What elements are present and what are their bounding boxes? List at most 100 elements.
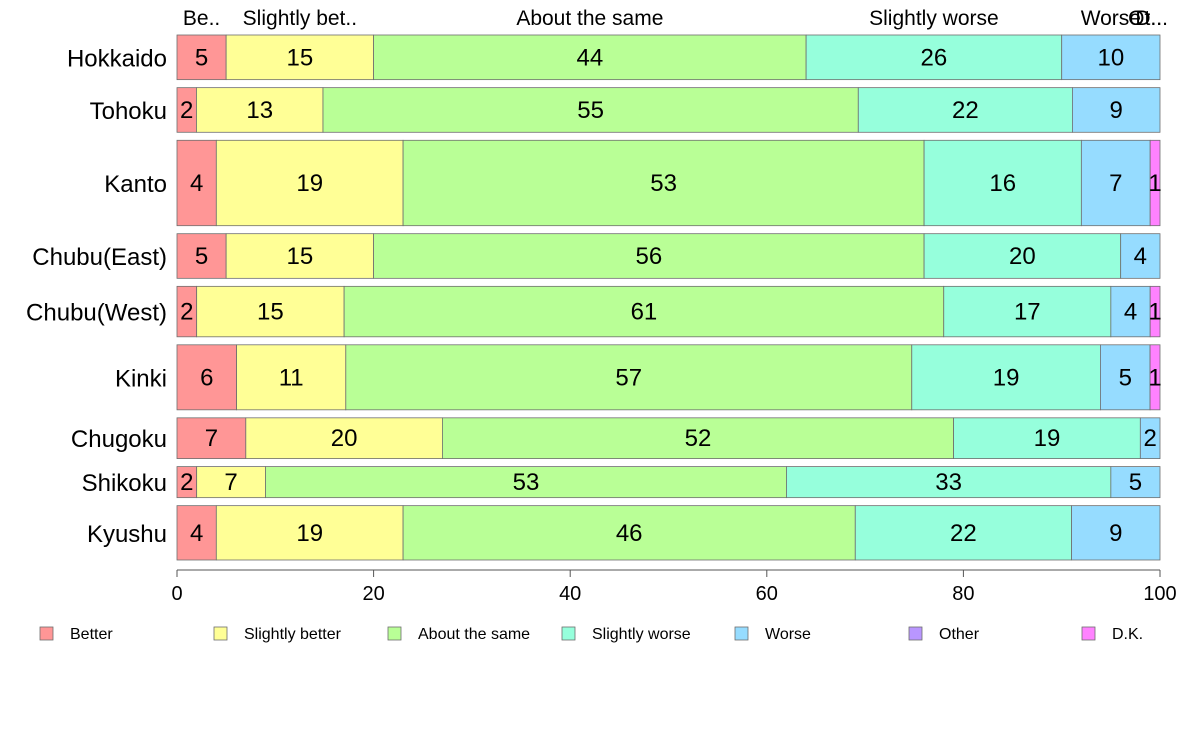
bar-segment	[857, 87, 1073, 133]
data-label: 4	[1124, 299, 1137, 326]
bar-segment	[176, 34, 227, 81]
bar-segment	[923, 139, 1082, 227]
y-tick-label: Tohoku	[90, 98, 167, 125]
data-label: 19	[1034, 425, 1061, 452]
data-label: 44	[577, 44, 604, 71]
data-label: 5	[195, 243, 208, 270]
data-label: 46	[616, 520, 643, 547]
legend-label: About the same	[418, 626, 530, 643]
data-label: 6	[200, 364, 213, 391]
bar-segment	[176, 233, 227, 279]
data-label: 52	[685, 425, 712, 452]
y-tick-label: Shikoku	[82, 470, 167, 497]
legend-swatch	[908, 626, 923, 641]
top-category-label: Slightly worse	[869, 7, 999, 30]
data-label: 15	[257, 299, 284, 326]
bar-segment	[786, 466, 1112, 499]
legend-swatch	[387, 626, 402, 641]
data-label: 26	[921, 44, 948, 71]
data-label: 16	[989, 170, 1016, 197]
bar-segment	[343, 285, 945, 338]
data-label: 33	[935, 469, 962, 496]
bar-segment	[176, 344, 237, 411]
data-label: 4	[1134, 243, 1147, 270]
bar-segment	[1061, 34, 1161, 81]
bar-segment	[1120, 233, 1161, 279]
top-category-label: Ot..	[1128, 7, 1162, 30]
data-label: 57	[615, 364, 642, 391]
bar-segment	[322, 87, 859, 133]
data-label: 2	[180, 299, 193, 326]
data-label: 4	[190, 170, 203, 197]
legend-label: Worse	[765, 626, 811, 643]
bar-segment	[176, 139, 217, 227]
bar-segment	[1149, 285, 1161, 338]
data-label: 4	[190, 520, 203, 547]
bar-segment	[911, 344, 1101, 411]
bar-segment	[265, 466, 787, 499]
top-category-label: D...	[1135, 7, 1168, 30]
bar-segment	[805, 34, 1063, 81]
bar-segment	[1071, 505, 1161, 561]
data-label: 11	[279, 364, 304, 391]
bar-segment	[215, 139, 404, 227]
bar-segment	[225, 233, 374, 279]
data-label: 56	[635, 243, 662, 270]
data-label: 7	[224, 469, 237, 496]
legend-label: Slightly better	[244, 626, 342, 643]
legend-label: Slightly worse	[592, 626, 691, 643]
legend-label: Better	[70, 626, 113, 643]
top-category-label: Slightly bet..	[243, 7, 357, 30]
bar-segment	[1139, 417, 1161, 459]
x-tick-label: 60	[756, 583, 778, 605]
data-label: 19	[296, 170, 323, 197]
data-label: 55	[577, 97, 604, 124]
top-category-label: Be..	[183, 7, 220, 30]
x-tick-label: 80	[952, 583, 974, 605]
bar-area: 5 15 44 26 102 13 55 22 94 19 53 16 7 15 15 56 20 42 15 61 1…	[176, 34, 1162, 561]
legend-swatch	[1081, 626, 1096, 641]
bar-segment	[402, 139, 925, 227]
data-label: 1	[1148, 299, 1161, 326]
data-label: 20	[1009, 243, 1036, 270]
bar-segment	[1100, 344, 1151, 411]
bar-segment	[176, 417, 247, 459]
data-label: 22	[950, 520, 977, 547]
bar-segment	[1149, 139, 1161, 227]
data-label: 2	[180, 97, 193, 124]
legend-swatch	[561, 626, 576, 641]
legend-label: D.K.	[1112, 626, 1143, 643]
bar-segment	[345, 344, 913, 411]
legend-swatch	[39, 626, 54, 641]
data-label: 19	[296, 520, 323, 547]
x-tick-label: 100	[1143, 583, 1176, 605]
data-label: 7	[205, 425, 218, 452]
bar-segment	[215, 505, 404, 561]
data-label: 15	[287, 243, 314, 270]
y-tick-label: Chubu(East)	[32, 244, 167, 271]
bar-segment	[402, 505, 856, 561]
data-label: 10	[1097, 44, 1124, 71]
data-label: 2	[1143, 425, 1156, 452]
data-label: 22	[952, 97, 979, 124]
x-tick-label: 0	[171, 583, 182, 605]
x-tick-label: 40	[559, 583, 581, 605]
top-category-labels: Be.. Slightly bet.. About the same Slightly…	[183, 7, 1168, 30]
legend: Better Slightly better About the same Sligh…	[39, 626, 1143, 643]
x-tick-label: 20	[362, 583, 384, 605]
data-label: 1	[1148, 170, 1161, 197]
data-label: 19	[993, 364, 1020, 391]
data-label: 15	[287, 44, 314, 71]
bar-segment	[196, 466, 266, 499]
legend-swatch	[734, 626, 749, 641]
y-tick-label: Kyushu	[87, 521, 167, 548]
bar-segment	[943, 285, 1112, 338]
bar-segment	[236, 344, 347, 411]
y-tick-label: Kinki	[115, 365, 167, 392]
data-label: 7	[1109, 170, 1122, 197]
data-label: 9	[1110, 97, 1123, 124]
x-axis: 0 20 40 60 80 100	[171, 569, 1177, 605]
y-tick-label: Chubu(West)	[26, 300, 167, 327]
bar-segment	[1072, 87, 1161, 133]
